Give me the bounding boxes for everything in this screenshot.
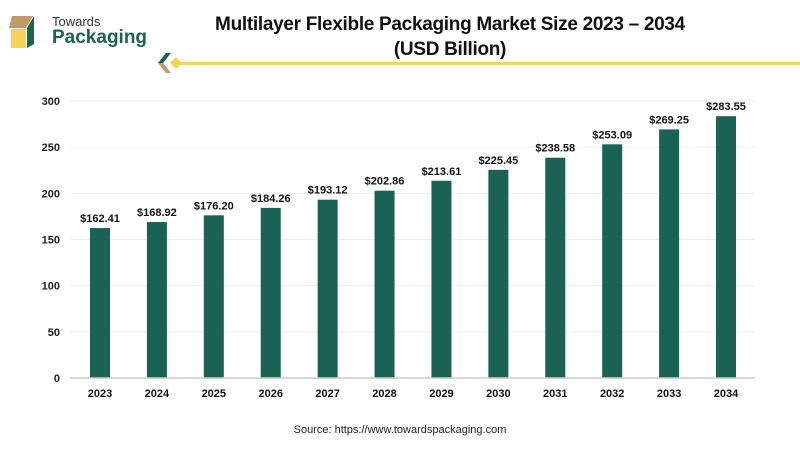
chart-title: Multilayer Flexible Packaging Market Siz… [170,12,730,62]
x-tick-label: 2034 [714,388,739,400]
y-tick-label: 300 [42,96,60,108]
bar [659,129,680,378]
x-tick-label: 2033 [657,388,681,400]
subtitle-line: (USD Billion) [393,39,507,60]
bar [431,180,452,378]
x-tick-label: 2030 [486,388,510,400]
divider-chevron-tan [158,63,171,73]
y-tick-label: 250 [42,142,60,154]
x-tick-label: 2028 [372,388,396,400]
y-tick-label: 150 [42,235,60,247]
x-tick-label: 2031 [543,388,567,400]
bar [260,207,281,378]
x-tick-label: 2023 [88,388,112,400]
data-label: $253.09 [592,129,632,141]
source-text: Source: https://www.towardspackaging.com [293,424,507,436]
data-label: $162.41 [80,213,120,225]
data-label: $269.25 [649,114,689,126]
bar [716,116,736,378]
data-label: $193.12 [308,185,348,197]
bar [317,199,338,378]
data-label: $176.20 [194,200,234,212]
bar [602,144,623,378]
bar [488,169,509,378]
title-line: Multilayer Flexible Packaging Market Siz… [215,14,685,35]
logo-box-side [27,16,34,48]
divider-diamond [170,57,182,69]
bar [203,215,224,378]
bar [545,157,566,378]
y-tick-label: 100 [42,281,60,293]
data-label: $238.58 [535,143,575,155]
bar [374,190,395,378]
bar [90,228,110,378]
y-tick-label: 200 [42,188,60,200]
data-label: $283.55 [706,101,746,113]
data-label: $213.61 [422,166,462,178]
x-tick-label: 2026 [258,388,282,400]
data-label: $168.92 [137,207,177,219]
data-label: $225.45 [478,155,518,167]
x-tick-label: 2025 [202,388,226,400]
data-label: $184.26 [251,193,291,205]
bar [146,222,167,378]
x-tick-label: 2027 [315,388,339,400]
x-tick-label: 2024 [145,388,170,400]
logo-box-front [11,29,26,48]
divider-line [180,62,800,65]
logo-text-towards: Towards [52,14,101,29]
logo-text-packaging: Packaging [52,27,148,48]
logo-box-top [9,16,33,28]
divider-chevron-green [158,53,171,63]
x-tick-label: 2032 [600,388,624,400]
x-tick-label: 2029 [429,388,453,400]
y-tick-label: 50 [48,327,60,339]
data-label: $202.86 [365,176,405,188]
y-tick-label: 0 [54,373,60,385]
